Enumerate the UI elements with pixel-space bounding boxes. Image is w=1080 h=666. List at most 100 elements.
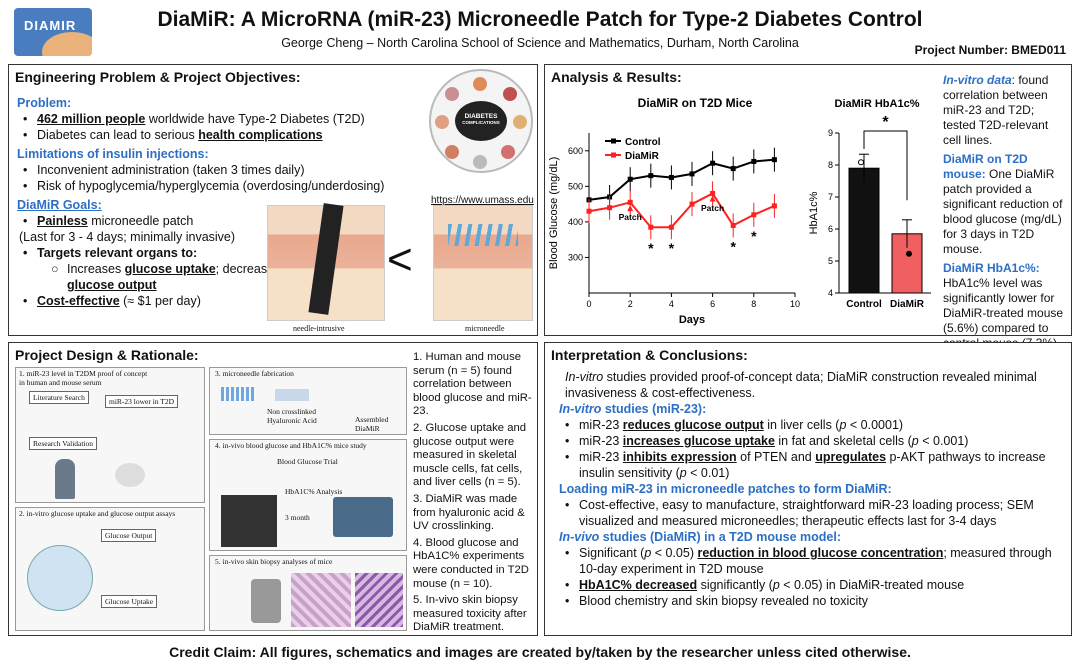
panel-title: Project Design & Rationale: bbox=[15, 347, 199, 363]
y-axis-label: HbA1c% bbox=[808, 191, 820, 234]
patch-arrow-icon bbox=[627, 205, 634, 212]
mouse-photo bbox=[221, 495, 277, 547]
data-point bbox=[771, 203, 777, 209]
goal-item: Targets relevant organs to: bbox=[17, 245, 277, 261]
y-tick-label: 300 bbox=[568, 252, 583, 262]
problem-item: 462 million people worldwide have Type-2… bbox=[17, 111, 417, 127]
kidney-icon bbox=[445, 145, 459, 159]
diagram-label: Literature Search bbox=[29, 391, 89, 404]
diagram-label: 1. miR-23 level in T2DM proof of concept… bbox=[19, 369, 148, 387]
data-point bbox=[648, 173, 654, 179]
microneedle-skin-image bbox=[433, 205, 533, 321]
design-step: 5. In-vivo skin biopsy measured toxicity… bbox=[413, 594, 527, 634]
less-than-symbol: < bbox=[387, 235, 413, 284]
category-label: DiaMiR bbox=[890, 299, 925, 310]
microneedle-caption: microneedle bbox=[465, 324, 505, 333]
significance-star: * bbox=[751, 228, 757, 244]
data-point bbox=[906, 250, 912, 257]
results-note: DiaMiR on T2D mouse: One DiaMiR patch pr… bbox=[943, 152, 1063, 256]
limits-heading: Limitations of insulin injections: bbox=[17, 147, 209, 161]
problem-panel: Engineering Problem & Project Objectives… bbox=[8, 64, 538, 336]
legend-label: DiaMiR bbox=[625, 151, 660, 162]
microscope-icon bbox=[251, 579, 281, 623]
microneedle-icon bbox=[448, 224, 518, 246]
chart-title: DiaMiR on T2D Mice bbox=[638, 96, 753, 110]
diagram-label: Glucose Uptake bbox=[101, 595, 158, 608]
annotation-label: Patch bbox=[701, 203, 724, 213]
results-summary: In-vitro data: found correlation between… bbox=[943, 73, 1069, 351]
panel-title: Analysis & Results: bbox=[551, 69, 682, 85]
y-tick-label: 400 bbox=[568, 217, 583, 227]
category-label: Control bbox=[846, 299, 882, 310]
y-axis-label: Blood Glucose (mg/dL) bbox=[548, 157, 560, 270]
x-tick-label: 10 bbox=[790, 299, 800, 309]
glucose-line-chart: DiaMiR on T2D Mice 300 400 500 600 0 2 4 6 8 10 Day… bbox=[548, 96, 800, 326]
x-tick-label: 4 bbox=[669, 299, 674, 309]
analyzer-icon bbox=[333, 497, 393, 537]
conclusion-intro: In-vitro studies provided proof-of-conce… bbox=[565, 370, 1037, 400]
step3-diagram bbox=[209, 367, 407, 435]
conclusions-panel: Interpretation & Conclusions: In-vitro s… bbox=[544, 342, 1072, 636]
data-point bbox=[730, 166, 736, 172]
data-point bbox=[668, 224, 674, 230]
brain-icon bbox=[445, 87, 459, 101]
limit-item: Inconvenient administration (taken 3 tim… bbox=[17, 162, 417, 178]
data-point bbox=[668, 174, 674, 180]
data-point bbox=[710, 190, 716, 196]
mouse-icon bbox=[115, 463, 145, 487]
diagram-label: Research Validation bbox=[29, 437, 98, 450]
biopsy-image bbox=[355, 573, 403, 627]
source-url: https://www.umass.edu bbox=[431, 195, 534, 206]
y-tick-label: 500 bbox=[568, 181, 583, 191]
significance-bracket bbox=[863, 130, 908, 201]
heart-icon bbox=[473, 77, 487, 91]
data-point bbox=[689, 201, 695, 207]
data-point bbox=[751, 212, 757, 218]
invivo-heading: In-vivo studies (DiaMiR) in a T2D mouse … bbox=[559, 530, 841, 544]
goal-subitem: ○ Increases glucose uptake; decrease gluc… bbox=[51, 262, 275, 292]
biopsy-image bbox=[291, 573, 351, 627]
data-point bbox=[689, 171, 695, 177]
y-tick-label: 8 bbox=[828, 160, 833, 170]
bar bbox=[848, 167, 880, 294]
data-point bbox=[648, 224, 654, 230]
hyaluronic-icon bbox=[275, 389, 309, 401]
diagram-label: Non crosslinked Hyaluronic Acid bbox=[267, 407, 317, 425]
eye-icon bbox=[501, 145, 515, 159]
foot-icon bbox=[513, 115, 527, 129]
legend-label: Control bbox=[625, 137, 661, 148]
x-tick-label: 2 bbox=[628, 299, 633, 309]
credit-claim: Credit Claim: All figures, schematics an… bbox=[169, 644, 911, 660]
design-step: 1. Human and mouse serum (n = 5) found c… bbox=[413, 351, 532, 418]
design-step: 3. DiaMiR was made from hyaluronic acid … bbox=[413, 492, 525, 533]
complications-diagram: DIABETES COMPLICATIONS bbox=[429, 69, 533, 173]
goals-heading: DiaMiR Goals: bbox=[17, 198, 102, 212]
skin-icon bbox=[435, 115, 449, 129]
data-point bbox=[586, 208, 592, 214]
x-tick-label: 6 bbox=[710, 299, 715, 309]
conclusion-item: Blood chemistry and skin biopsy revealed… bbox=[559, 593, 1065, 609]
goal-item: Cost-effective (≈ $1 per day) bbox=[17, 293, 277, 309]
results-note: DiaMiR HbA1c%: HbA1c% level was signific… bbox=[943, 261, 1064, 350]
series-line bbox=[588, 192, 775, 229]
conclusion-item: HbA1C% decreased significantly (p < 0.05… bbox=[559, 577, 1065, 593]
diagram-label: 4. in-vivo blood glucose and HbA1C% mice… bbox=[215, 441, 367, 450]
hba1c-bar-chart: DiaMiR HbA1c% 4 5 6 7 8 9 HbA1c% Control DiaMiR * bbox=[808, 98, 931, 310]
diagram-label: 3 month bbox=[285, 513, 310, 522]
significance-star: * bbox=[669, 240, 675, 256]
diagram-label: HbA1C% Analysis bbox=[285, 487, 343, 496]
step2-diagram bbox=[15, 507, 205, 631]
conclusion-item: Significant (p < 0.05) reduction in bloo… bbox=[559, 545, 1065, 577]
needle-skin-image bbox=[267, 203, 385, 321]
data-point bbox=[858, 159, 864, 166]
needle-caption: needle-intrusive bbox=[293, 324, 345, 333]
x-axis-label: Days bbox=[679, 314, 705, 326]
needle-icon bbox=[308, 203, 344, 315]
nerve-icon bbox=[473, 155, 487, 169]
goal-subtext: (Last for 3 - 4 days; minimally invasive… bbox=[19, 230, 236, 244]
conclusion-item: miR-23 inhibits expression of PTEN and u… bbox=[559, 449, 1065, 481]
conclusion-item: Cost-effective, easy to manufacture, str… bbox=[559, 497, 1065, 529]
conclusion-item: miR-23 increases glucose uptake in fat a… bbox=[559, 433, 1065, 449]
series-line bbox=[588, 158, 775, 201]
data-point bbox=[771, 157, 777, 163]
